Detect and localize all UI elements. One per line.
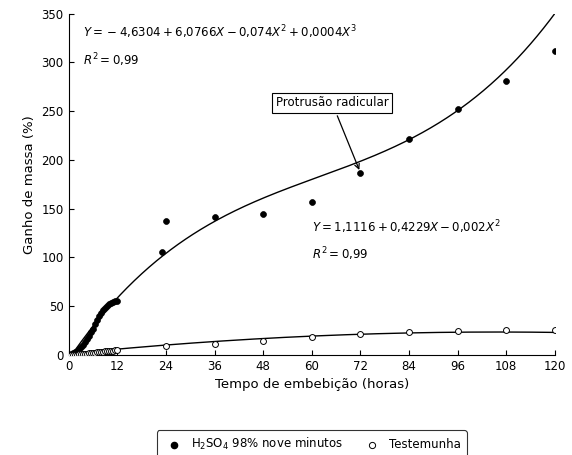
- Point: [66, 350, 76, 358]
- Point: [356, 169, 365, 176]
- Point: [105, 347, 114, 354]
- Point: [80, 339, 89, 346]
- Text: Protrusão radicular: Protrusão radicular: [276, 96, 388, 169]
- Point: [94, 312, 104, 319]
- Point: [106, 299, 116, 307]
- Point: [109, 298, 118, 306]
- Point: [210, 340, 219, 348]
- Point: [70, 349, 80, 356]
- Text: $Y = 1{,}1116 + 0{,}4229X - 0{,}002X^2$: $Y = 1{,}1116 + 0{,}4229X - 0{,}002X^2$: [312, 218, 500, 236]
- Point: [78, 350, 88, 358]
- Point: [76, 350, 85, 358]
- Point: [90, 320, 100, 327]
- Point: [307, 198, 316, 206]
- Point: [94, 349, 104, 356]
- Point: [161, 217, 170, 225]
- Y-axis label: Ganho de massa (%): Ganho de massa (%): [23, 115, 36, 253]
- Text: $R^2 = 0{,}99$: $R^2 = 0{,}99$: [84, 51, 140, 69]
- Point: [550, 326, 559, 333]
- Point: [70, 351, 80, 358]
- Legend: H$_2$SO$_4$ 98% nove minutos, Testemunha: H$_2$SO$_4$ 98% nove minutos, Testemunha: [157, 430, 467, 455]
- Point: [453, 106, 462, 113]
- Point: [502, 326, 511, 333]
- Point: [78, 342, 88, 349]
- X-axis label: Tempo de embebição (horas): Tempo de embebição (horas): [214, 378, 409, 391]
- Point: [88, 325, 97, 332]
- Point: [76, 344, 85, 351]
- Point: [88, 349, 97, 357]
- Point: [259, 338, 268, 345]
- Point: [113, 298, 122, 305]
- Point: [97, 309, 106, 317]
- Point: [74, 351, 84, 358]
- Point: [82, 350, 92, 357]
- Point: [74, 345, 84, 353]
- Point: [93, 349, 102, 356]
- Point: [72, 351, 81, 358]
- Point: [84, 350, 93, 357]
- Point: [97, 349, 106, 356]
- Point: [110, 298, 120, 305]
- Point: [102, 348, 112, 355]
- Point: [98, 348, 108, 355]
- Point: [404, 328, 414, 335]
- Point: [90, 349, 100, 356]
- Point: [86, 329, 96, 336]
- Point: [86, 349, 96, 357]
- Point: [109, 347, 118, 354]
- Point: [102, 303, 112, 310]
- Point: [105, 301, 114, 308]
- Point: [210, 214, 219, 221]
- Point: [259, 210, 268, 217]
- Point: [68, 349, 77, 357]
- Point: [110, 347, 120, 354]
- Point: [101, 348, 110, 355]
- Point: [157, 248, 166, 255]
- Point: [101, 304, 110, 312]
- Point: [453, 327, 462, 334]
- Point: [82, 336, 92, 343]
- Point: [550, 47, 559, 54]
- Point: [72, 347, 81, 354]
- Point: [68, 351, 77, 359]
- Point: [502, 77, 511, 85]
- Point: [113, 346, 122, 354]
- Text: $Y = -4{,}6304 + 6{,}0766X - 0{,}074X^2 + 0{,}0004X^3$: $Y = -4{,}6304 + 6{,}0766X - 0{,}074X^2 …: [84, 24, 358, 41]
- Point: [307, 334, 316, 341]
- Point: [80, 350, 89, 358]
- Point: [356, 331, 365, 338]
- Point: [404, 136, 414, 143]
- Point: [106, 347, 116, 354]
- Point: [93, 316, 102, 324]
- Point: [66, 351, 76, 359]
- Point: [84, 333, 93, 340]
- Text: $R^2 = 0{,}99$: $R^2 = 0{,}99$: [312, 246, 368, 263]
- Point: [98, 306, 108, 313]
- Point: [161, 343, 170, 350]
